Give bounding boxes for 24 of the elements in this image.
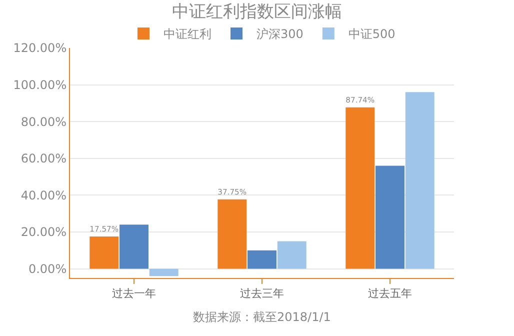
bar [376,166,404,269]
y-tick-label: 20.00% [20,225,67,240]
bar [346,107,375,269]
bar [218,199,247,269]
bar [277,241,306,269]
bar [90,236,119,269]
x-tick-label: 过去一年 [112,287,156,300]
x-tick-label: 过去三年 [240,287,284,300]
bar [149,268,178,276]
y-tick-label: 80.00% [20,114,67,129]
source-note: 数据来源：截至2018/1/1 [193,310,331,324]
legend-label: 沪深300 [256,27,304,42]
x-tick-label: 过去五年 [368,287,412,300]
legend-label: 中证红利 [164,27,212,42]
y-tick-label: 60.00% [20,152,67,166]
y-tick-label: 100.00% [13,78,67,92]
y-tick-label: 120.00% [13,41,67,56]
bar [120,224,148,269]
y-tick-label: 40.00% [20,188,67,202]
chart-title: 中证红利指数区间涨幅 [172,2,342,22]
y-tick-label: 0.00% [28,262,67,276]
bar [248,250,276,269]
bar [405,92,434,269]
legend-label: 中证500 [348,27,396,42]
